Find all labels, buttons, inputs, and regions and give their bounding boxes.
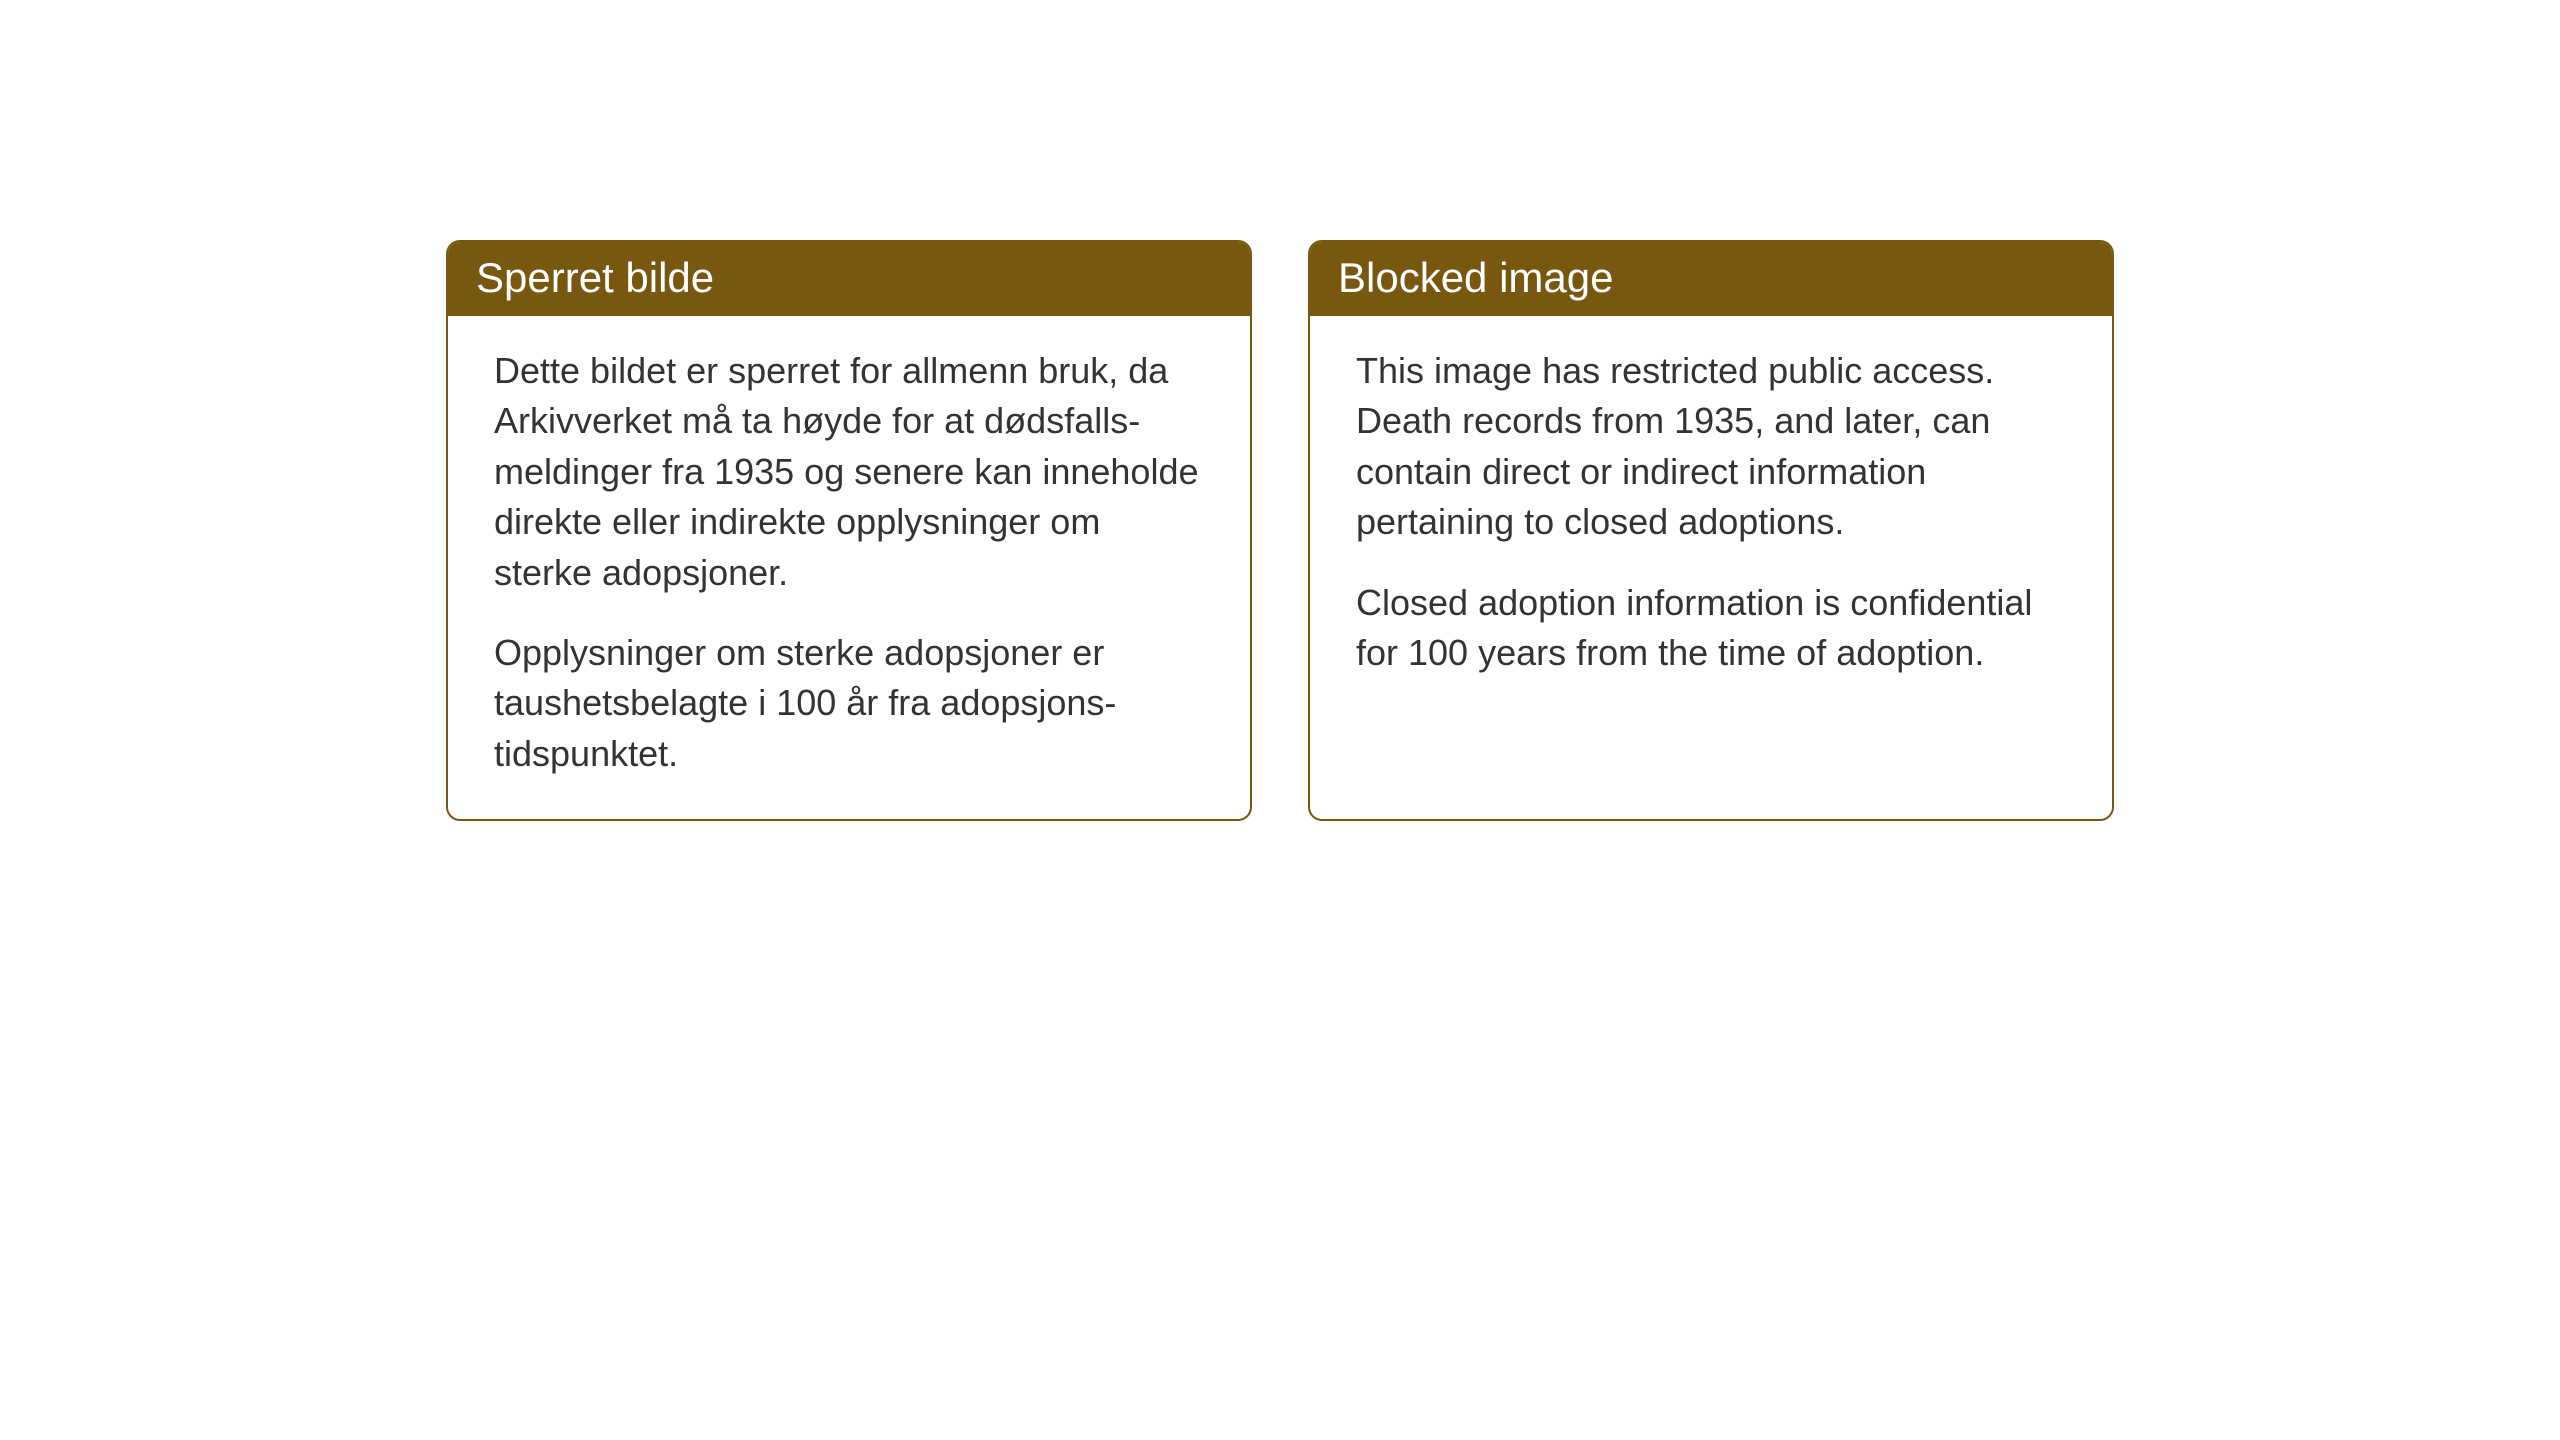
card-header-norwegian: Sperret bilde	[448, 242, 1250, 316]
card-body-english: This image has restricted public access.…	[1310, 316, 2112, 718]
notice-paragraph: Opplysninger om sterke adopsjoner er tau…	[494, 628, 1204, 779]
card-body-norwegian: Dette bildet er sperret for allmenn bruk…	[448, 316, 1250, 819]
notice-card-norwegian: Sperret bilde Dette bildet er sperret fo…	[446, 240, 1252, 821]
notice-paragraph: Dette bildet er sperret for allmenn bruk…	[494, 346, 1204, 598]
notice-card-english: Blocked image This image has restricted …	[1308, 240, 2114, 821]
card-header-english: Blocked image	[1310, 242, 2112, 316]
notice-paragraph: This image has restricted public access.…	[1356, 346, 2066, 548]
notice-container: Sperret bilde Dette bildet er sperret fo…	[446, 240, 2114, 821]
notice-paragraph: Closed adoption information is confident…	[1356, 578, 2066, 679]
